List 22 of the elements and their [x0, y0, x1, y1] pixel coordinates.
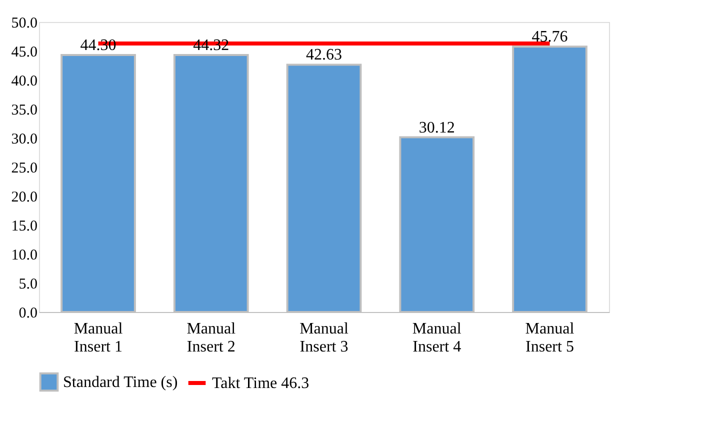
- y-tick-label: 5.0: [18, 276, 38, 292]
- y-tick-label: 45.0: [11, 44, 38, 60]
- y-tick-label: 20.0: [11, 190, 38, 206]
- y-tick-label: 25.0: [11, 160, 38, 176]
- y-tick-label: 15.0: [11, 218, 38, 234]
- legend-label: Takt Time 46.3: [212, 375, 310, 392]
- y-tick-label: 10.0: [11, 248, 38, 264]
- x-tick-label: Manual Insert 1: [74, 320, 124, 356]
- y-tick-label: 50.0: [11, 16, 38, 32]
- legend-label: Standard Time (s): [63, 374, 178, 391]
- x-tick-label: Manual Insert 3: [300, 320, 349, 356]
- y-tick-label: 0.0: [18, 306, 38, 322]
- data-label: 44.30: [80, 37, 116, 54]
- y-tick-label: 35.0: [11, 102, 38, 118]
- data-label: 42.63: [306, 46, 342, 64]
- x-tick-label: Manual Insert 2: [186, 320, 236, 356]
- y-tick-label: 30.0: [11, 132, 38, 148]
- data-label: 45.76: [532, 28, 568, 46]
- data-label: 30.12: [418, 119, 455, 136]
- x-tick-label: Manual Insert 5: [525, 320, 575, 356]
- y-tick-label: 40.0: [11, 74, 38, 90]
- x-tick-label: Manual Insert 4: [412, 320, 462, 356]
